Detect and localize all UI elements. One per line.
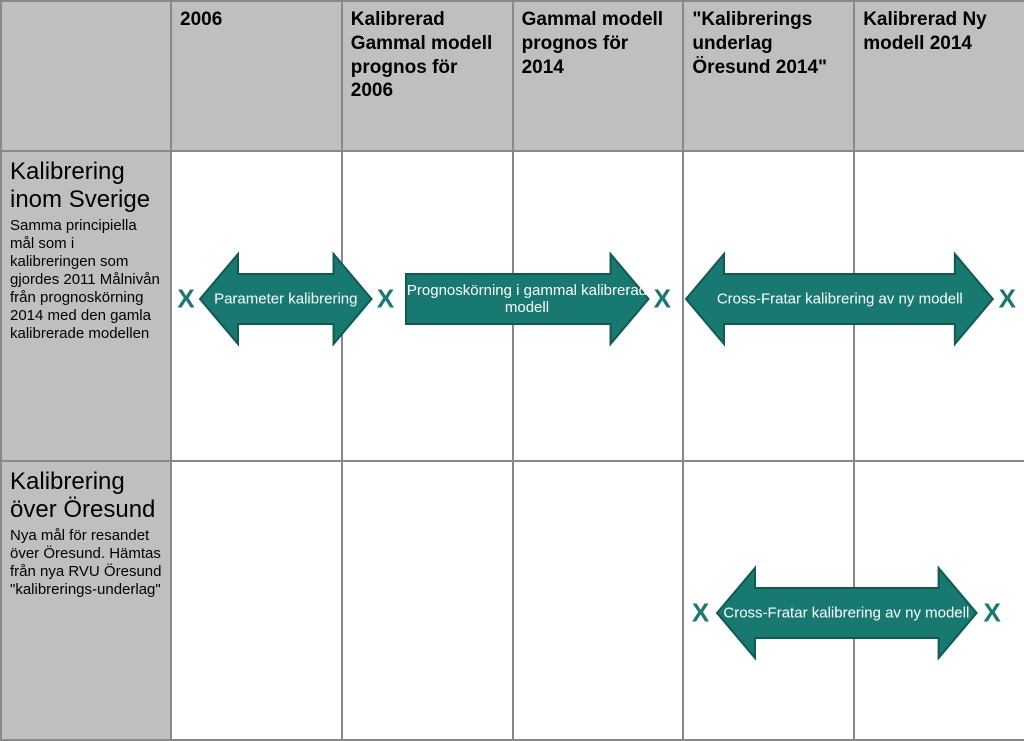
rowhead-oresund: Kalibrering över Öresund Nya mål för res… [1,461,171,740]
rowsub-oresund: Nya mål för resandet över Öresund. Hämta… [10,527,162,599]
cell-r2-c4 [854,461,1024,740]
cell-r1-c0 [171,151,342,461]
header-col-3: "Kalibrerings underlag Öresund 2014" [683,1,854,151]
header-col-1: Kalibrerad Gammal modell prognos för 200… [342,1,513,151]
cell-r1-c2 [513,151,684,461]
header-row: 2006 Kalibrerad Gammal modell prognos fö… [1,1,1024,151]
header-col-2: Gammal modell prognos för 2014 [513,1,684,151]
cell-r2-c3 [683,461,854,740]
cell-r2-c2 [513,461,684,740]
cell-r2-c0 [171,461,342,740]
rowtitle-oresund: Kalibrering över Öresund [10,468,162,523]
rowhead-sverige: Kalibrering inom Sverige Samma principie… [1,151,171,461]
cell-r1-c1 [342,151,513,461]
cell-r1-c4 [854,151,1024,461]
calibration-table: 2006 Kalibrerad Gammal modell prognos fö… [0,0,1024,741]
row-oresund: Kalibrering över Öresund Nya mål för res… [1,461,1024,740]
cell-r1-c3 [683,151,854,461]
header-col-0: 2006 [171,1,342,151]
header-col-4: Kalibrerad Ny modell 2014 [854,1,1024,151]
rowsub-sverige: Samma principiella mål som i kalibrering… [10,217,162,343]
rowtitle-sverige: Kalibrering inom Sverige [10,158,162,213]
row-sverige: Kalibrering inom Sverige Samma principie… [1,151,1024,461]
cell-r2-c1 [342,461,513,740]
header-blank [1,1,171,151]
diagram-table-wrapper: 2006 Kalibrerad Gammal modell prognos fö… [0,0,1024,739]
